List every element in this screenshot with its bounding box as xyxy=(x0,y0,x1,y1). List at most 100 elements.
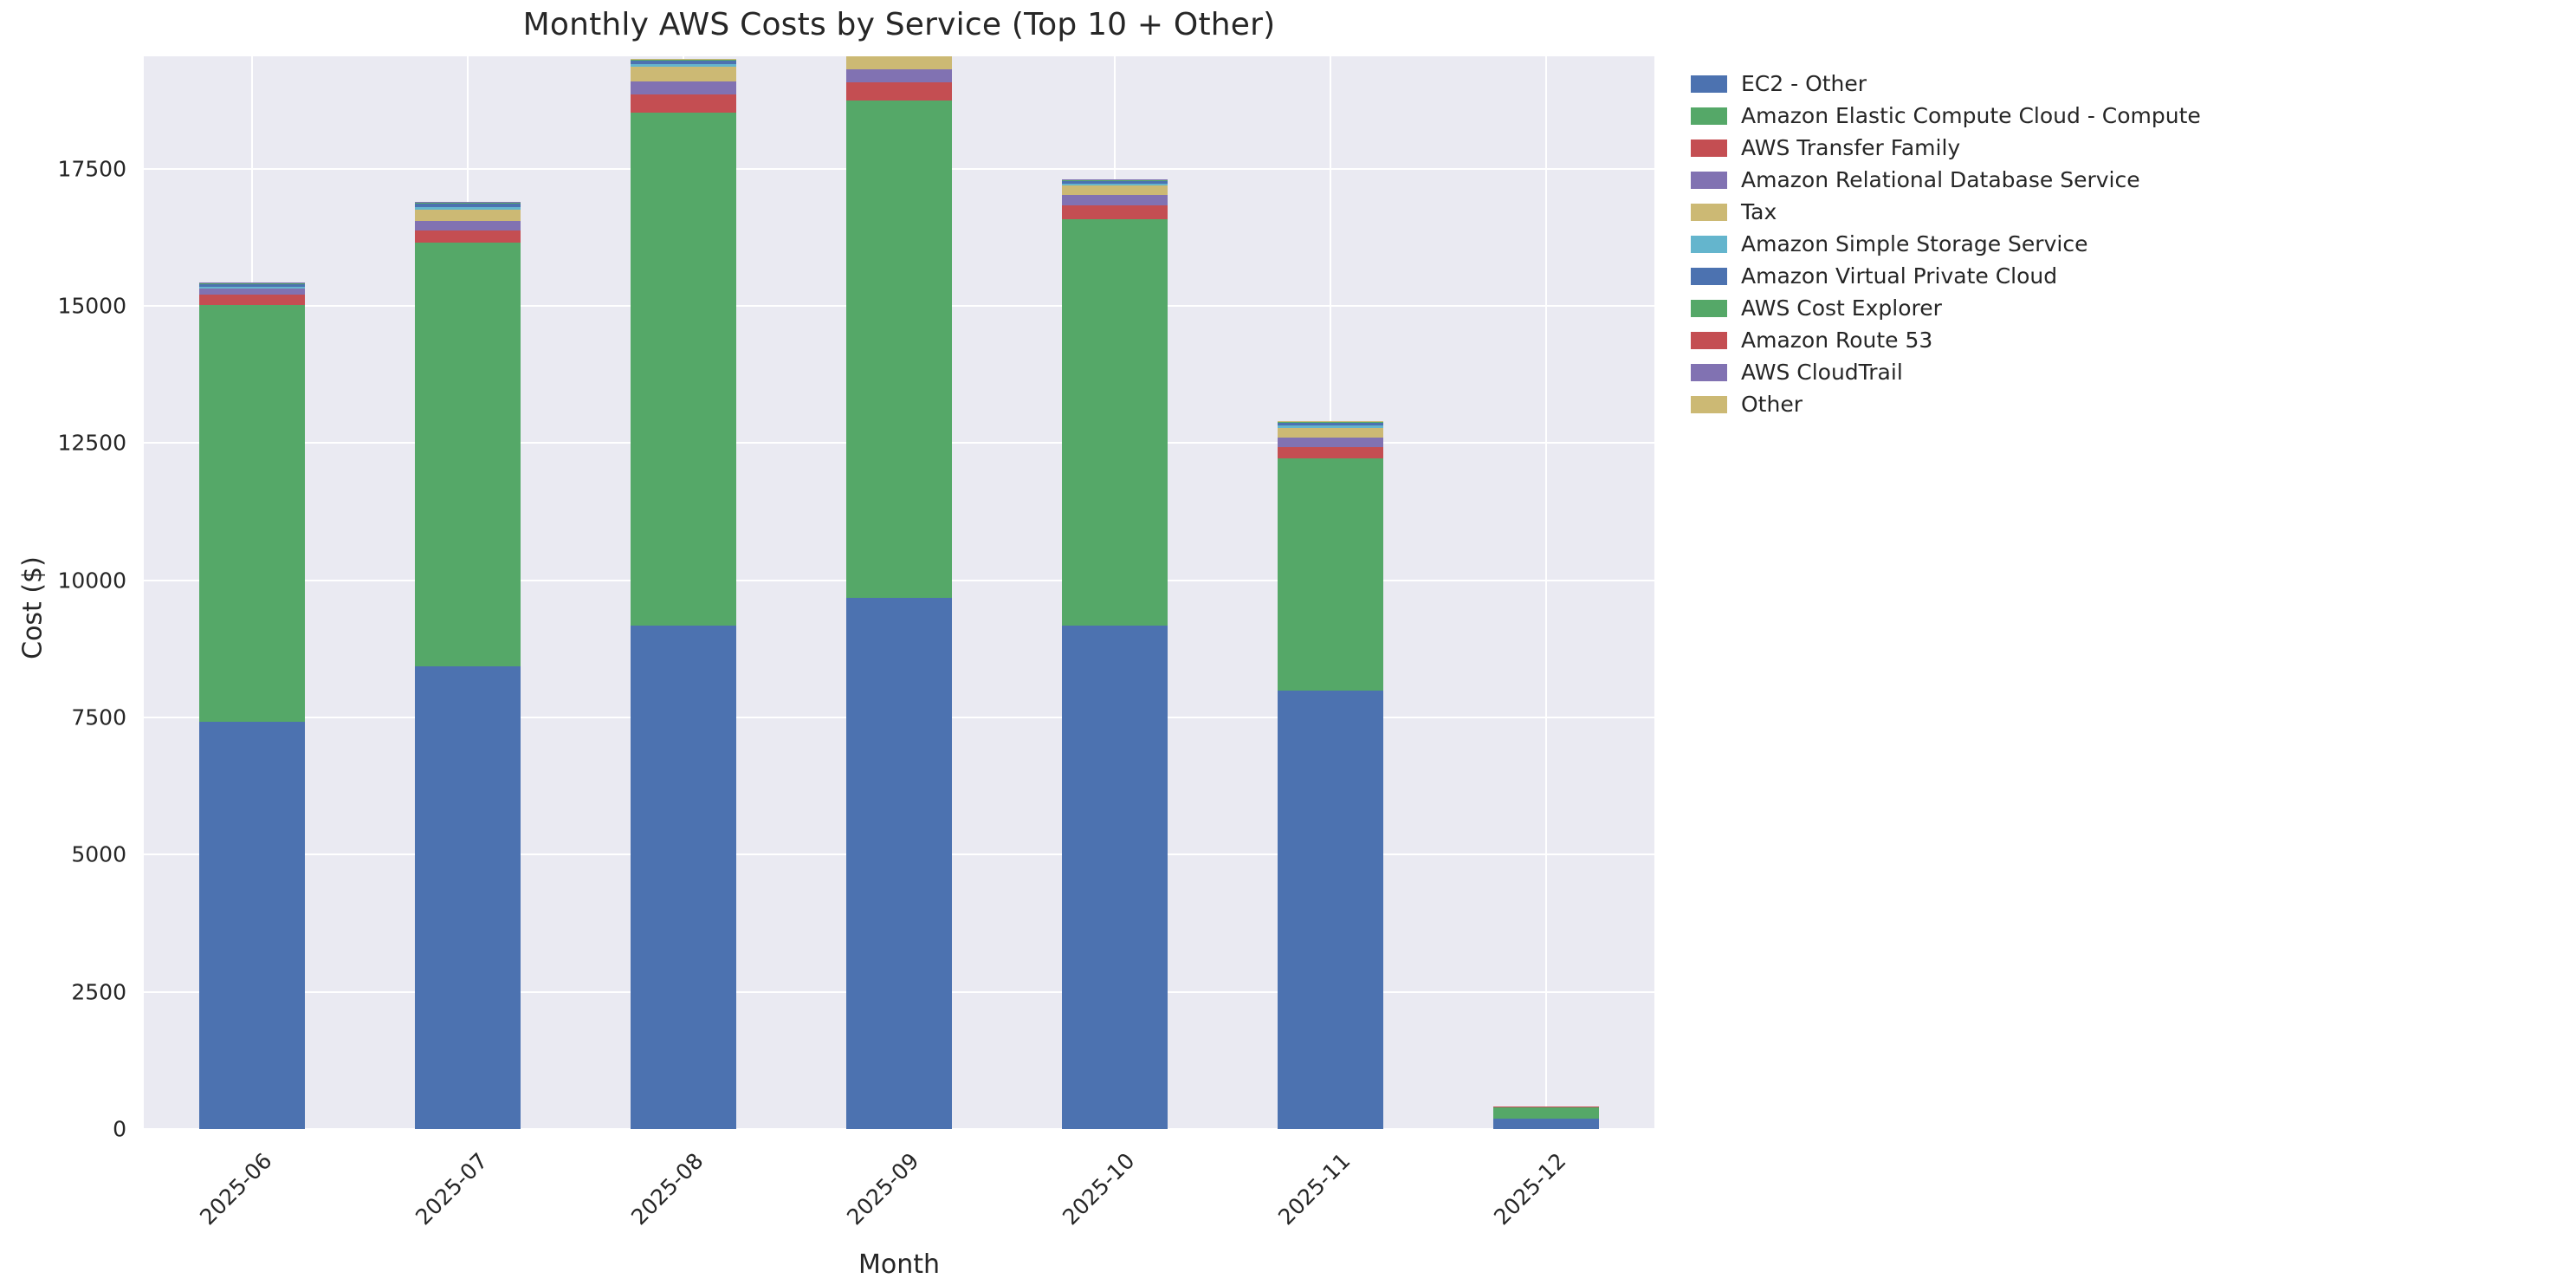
x-axis-tick-label: 2025-12 xyxy=(1489,1148,1571,1230)
bar-segment[interactable] xyxy=(414,206,521,210)
legend-swatch xyxy=(1691,235,1727,253)
bar-segment[interactable] xyxy=(845,69,953,82)
y-axis-tick-label: 12500 xyxy=(57,430,126,456)
legend-item[interactable]: AWS Transfer Family xyxy=(1691,132,2557,164)
x-axis-tick-label: 2025-08 xyxy=(625,1148,709,1230)
bar-segment[interactable] xyxy=(1062,205,1168,220)
bar-segment[interactable] xyxy=(1493,1107,1600,1119)
y-axis-tick-label: 2500 xyxy=(71,979,126,1005)
bar-group[interactable] xyxy=(1278,421,1384,1129)
legend-label: AWS Cost Explorer xyxy=(1741,295,1942,321)
bar-segment[interactable] xyxy=(414,209,521,221)
legend-item[interactable]: Other xyxy=(1691,388,2557,420)
legend-swatch xyxy=(1691,107,1727,125)
bar-segment[interactable] xyxy=(845,100,953,599)
bar-segment[interactable] xyxy=(630,67,736,81)
legend-swatch xyxy=(1691,171,1727,189)
legend-label: Tax xyxy=(1741,199,1777,224)
bar-segment[interactable] xyxy=(1493,1118,1600,1129)
bar-segment[interactable] xyxy=(198,283,305,287)
bar-segment[interactable] xyxy=(414,666,521,1129)
x-axis-label: Month xyxy=(858,1249,941,1280)
legend-item[interactable]: AWS CloudTrail xyxy=(1691,356,2557,388)
chart-legend: EC2 - Other Amazon Elastic Compute Cloud … xyxy=(1691,68,2557,420)
bar-segment[interactable] xyxy=(630,61,736,64)
bar-group[interactable] xyxy=(414,201,521,1129)
bar-segment[interactable] xyxy=(845,81,953,101)
legend-swatch xyxy=(1691,139,1727,157)
bar-segment[interactable] xyxy=(630,81,736,95)
legend-label: EC2 - Other xyxy=(1741,71,1867,96)
bar-segment[interactable] xyxy=(1062,185,1168,195)
bar-segment[interactable] xyxy=(414,221,521,230)
legend-item[interactable]: Amazon Elastic Compute Cloud - Compute xyxy=(1691,100,2557,132)
bar-segment[interactable] xyxy=(414,230,521,243)
legend-swatch xyxy=(1691,75,1727,93)
bar-segment[interactable] xyxy=(414,203,521,207)
y-axis-ticks: 0 2500 5000 7500 10000 12500 15000 17500 xyxy=(0,0,144,1285)
bar-segment[interactable] xyxy=(630,59,736,61)
legend-item[interactable]: AWS Cost Explorer xyxy=(1691,292,2557,324)
legend-label: Amazon Elastic Compute Cloud - Compute xyxy=(1741,103,2201,128)
legend-label: AWS Transfer Family xyxy=(1741,135,1961,160)
bar-segment[interactable] xyxy=(414,202,521,204)
bar-segment[interactable] xyxy=(630,60,736,62)
bar-segment[interactable] xyxy=(1062,625,1168,1129)
bar-group[interactable] xyxy=(1493,1107,1600,1129)
bar-segment[interactable] xyxy=(845,56,953,70)
legend-item[interactable]: Amazon Relational Database Service xyxy=(1691,164,2557,196)
legend-item[interactable]: Amazon Virtual Private Cloud xyxy=(1691,260,2557,292)
bar-segment[interactable] xyxy=(414,242,521,667)
legend-label: Other xyxy=(1741,392,1803,417)
bar-group[interactable] xyxy=(630,59,736,1129)
legend-label: Amazon Route 53 xyxy=(1741,328,1933,353)
bar-segment[interactable] xyxy=(198,283,305,284)
bar-segment[interactable] xyxy=(1278,427,1384,438)
legend-item[interactable]: Amazon Simple Storage Service xyxy=(1691,228,2557,260)
x-axis-tick-label: 2025-11 xyxy=(1273,1148,1356,1230)
bar-segment[interactable] xyxy=(1278,422,1384,424)
bar-segment[interactable] xyxy=(198,722,305,1129)
x-axis-tick-label: 2025-06 xyxy=(194,1148,277,1230)
bar-segment[interactable] xyxy=(198,282,305,284)
bar-segment[interactable] xyxy=(1278,691,1384,1129)
bar-segment[interactable] xyxy=(1062,180,1168,184)
bar-group[interactable] xyxy=(1062,178,1168,1129)
legend-item[interactable]: Amazon Route 53 xyxy=(1691,324,2557,356)
y-axis-tick-label: 17500 xyxy=(57,156,126,182)
bar-segment[interactable] xyxy=(630,113,736,626)
bar-segment[interactable] xyxy=(1278,423,1384,426)
bar-group[interactable] xyxy=(845,56,953,1129)
bar-segment[interactable] xyxy=(198,295,305,305)
bar-segment[interactable] xyxy=(1062,180,1168,181)
bar-segment[interactable] xyxy=(630,94,736,114)
plot-area xyxy=(144,56,1654,1129)
y-axis-tick-label: 15000 xyxy=(57,293,126,319)
x-axis-tick-label: 2025-09 xyxy=(842,1148,924,1230)
bar-segment[interactable] xyxy=(198,288,305,295)
bar-segment[interactable] xyxy=(1062,194,1168,206)
bar-segment[interactable] xyxy=(630,63,736,68)
bar-segment[interactable] xyxy=(1278,446,1384,458)
legend-item[interactable]: Tax xyxy=(1691,196,2557,228)
bar-segment[interactable] xyxy=(198,287,305,289)
bar-segment[interactable] xyxy=(414,203,521,204)
bar-segment[interactable] xyxy=(845,598,953,1129)
bar-segment[interactable] xyxy=(1278,425,1384,428)
y-axis-tick-label: 7500 xyxy=(71,704,126,730)
bar-segment[interactable] xyxy=(1062,183,1168,186)
bar-segment[interactable] xyxy=(198,304,305,723)
legend-label: Amazon Virtual Private Cloud xyxy=(1741,263,2058,289)
legend-item[interactable]: EC2 - Other xyxy=(1691,68,2557,100)
x-axis-tick-label: 2025-07 xyxy=(410,1148,493,1230)
bar-segment[interactable] xyxy=(1062,179,1168,181)
legend-label: AWS CloudTrail xyxy=(1741,360,1903,385)
bar-segment[interactable] xyxy=(1278,421,1384,423)
bar-segment[interactable] xyxy=(1278,458,1384,691)
y-axis-tick-label: 5000 xyxy=(71,841,126,867)
bar-segment[interactable] xyxy=(1062,219,1168,626)
bar-group[interactable] xyxy=(198,282,305,1129)
bar-segment[interactable] xyxy=(1278,438,1384,447)
bar-segment[interactable] xyxy=(630,626,736,1129)
